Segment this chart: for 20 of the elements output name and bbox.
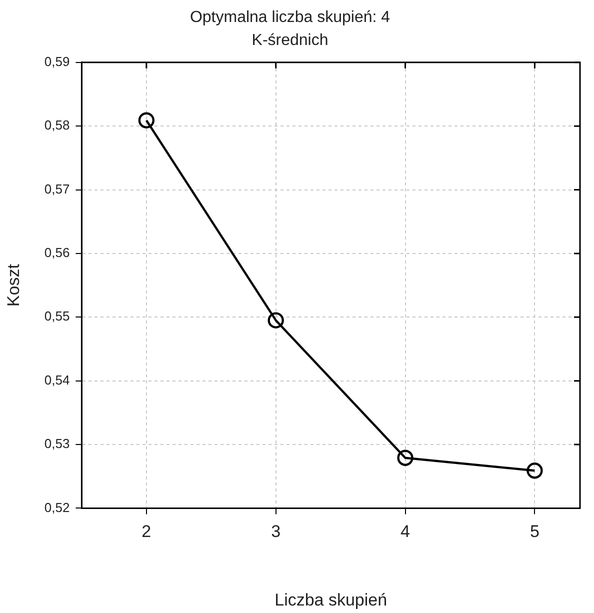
y-tick-label: 0,55 (44, 308, 70, 324)
x-tick-label: 4 (400, 522, 410, 542)
y-tick-label: 0,52 (44, 500, 70, 515)
y-tick-label: 0,57 (44, 181, 70, 196)
y-tick-label: 0,58 (44, 118, 70, 133)
chart-subtitle: K-średnich (252, 32, 328, 50)
x-tick-label: 5 (530, 522, 540, 542)
y-tick-label: 0,56 (44, 245, 70, 260)
chart-title: Optymalna liczba skupień: 4 (190, 9, 390, 26)
x-axis-title: Liczba skupień (274, 590, 388, 610)
x-tick-label: 3 (271, 522, 281, 542)
y-tick-label: 0,59 (44, 54, 70, 69)
point (397, 450, 414, 466)
y-axis-title: Koszt (4, 264, 23, 307)
x-tick-label: 2 (142, 522, 152, 542)
point (526, 462, 543, 479)
y-tick-label: 0,54 (44, 372, 70, 388)
point (268, 312, 284, 328)
point (138, 112, 155, 128)
y-tick-label: 0,53 (44, 436, 70, 452)
